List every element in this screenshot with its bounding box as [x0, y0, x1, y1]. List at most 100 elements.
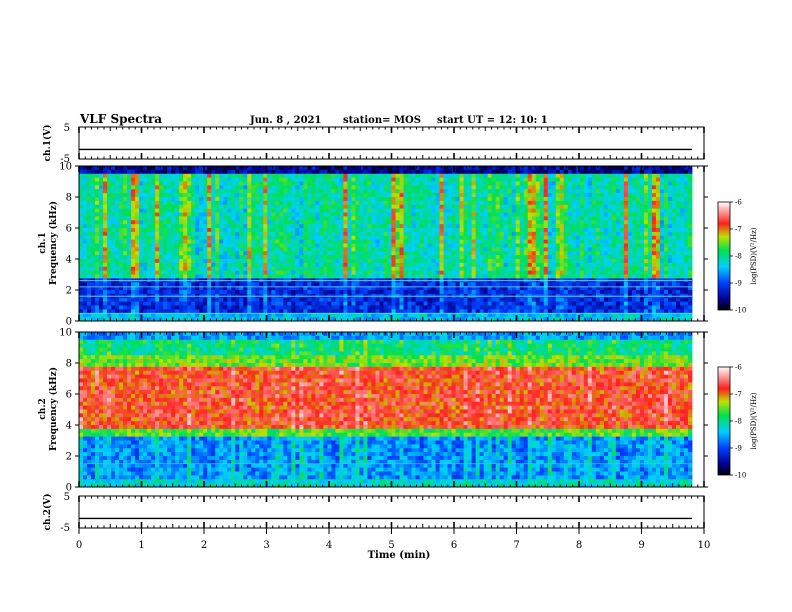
spectrogram-cell	[199, 239, 204, 244]
spectrogram-cell	[251, 231, 256, 237]
spectrogram-cell	[511, 189, 517, 194]
spectrogram-cell	[315, 239, 320, 244]
spectrogram-cell	[119, 166, 124, 171]
spectrogram-cell	[531, 197, 537, 202]
spectrogram-cell	[367, 220, 372, 225]
spectrogram-cell	[463, 243, 469, 248]
spectrogram-cell	[523, 266, 529, 272]
spectrogram-cell	[123, 282, 128, 287]
spectrogram-cell	[419, 286, 424, 291]
spectrogram-cell	[331, 290, 336, 295]
spectrogram-cell	[95, 212, 100, 217]
spectrogram-cell	[575, 197, 581, 202]
spectrogram-cell	[175, 208, 180, 213]
spectrogram-cell	[279, 166, 284, 171]
spectrogram-cell	[131, 309, 136, 314]
spectrogram-cell	[167, 239, 172, 244]
spectrogram-cell	[79, 274, 84, 279]
spectrogram-cell	[151, 305, 156, 310]
spectrogram-cell	[191, 239, 196, 244]
spectrogram-cell	[303, 197, 308, 202]
spectrogram-cell	[223, 247, 228, 252]
spectrogram-cell	[479, 181, 485, 186]
spectrogram-cell	[383, 239, 388, 244]
spectrogram-cell	[159, 286, 164, 291]
spectrogram-cell	[371, 255, 376, 260]
spectrogram-cell	[223, 305, 228, 310]
spectrogram-cell	[247, 185, 252, 190]
spectrogram-cell	[299, 173, 304, 179]
spectrogram-cell	[543, 166, 549, 171]
spectrogram-cell	[175, 255, 180, 260]
spectrogram-cell	[519, 282, 525, 287]
spectrogram-cell	[371, 262, 376, 268]
spectrogram-cell	[531, 286, 537, 291]
spectrogram-cell	[439, 239, 444, 244]
spectrogram-cell	[575, 235, 581, 241]
spectrogram-cell	[211, 220, 216, 225]
spectrogram-cell	[151, 228, 156, 233]
spectrogram-cell	[427, 173, 432, 179]
spectrogram-cell	[503, 224, 509, 229]
spectrogram-cell	[151, 274, 156, 279]
spectrogram-cell	[467, 169, 473, 175]
spectrogram-cell	[99, 251, 104, 256]
spectrogram-cell	[327, 228, 332, 233]
spectrogram-cell	[439, 266, 444, 272]
spectrogram-cell	[547, 270, 553, 275]
spectrogram-cell	[527, 309, 533, 314]
spectrogram-cell	[487, 317, 493, 322]
spectrogram-cell	[551, 297, 557, 303]
spectrogram-cell	[575, 185, 581, 190]
spectrogram-cell	[571, 255, 577, 260]
spectrogram-cell	[259, 173, 264, 179]
spectrogram-cell	[319, 193, 324, 198]
spectrogram-cell	[323, 247, 328, 252]
spectrogram-cell	[427, 247, 432, 252]
spectrogram-cell	[475, 212, 481, 217]
spectrogram-cell	[115, 189, 120, 194]
spectrogram-cell	[287, 262, 292, 268]
spectrogram-cell	[367, 313, 372, 318]
spectrogram-cell	[263, 259, 268, 264]
spectrogram-cell	[307, 216, 312, 221]
spectrogram-cell	[135, 290, 140, 295]
spectrogram-cell	[527, 212, 533, 217]
spectrogram-cell	[87, 274, 92, 279]
spectrogram-cell	[527, 185, 533, 190]
spectrogram-cell	[79, 243, 84, 248]
spectrogram-cell	[347, 216, 352, 221]
spectrogram-cell	[339, 197, 344, 202]
spectrogram-cell	[239, 290, 244, 295]
spectrogram-cell	[271, 235, 276, 241]
spectrogram-cell	[347, 204, 352, 210]
spectrogram-cell	[491, 173, 497, 179]
spectrogram-cell	[419, 212, 424, 217]
spectrogram-cell	[223, 286, 228, 291]
spectrogram-cell	[223, 251, 228, 256]
spectrogram-cell	[127, 286, 132, 291]
spectrogram-cell	[451, 220, 457, 225]
spectrogram-cell	[279, 270, 284, 275]
spectrogram-cell	[123, 255, 128, 260]
spectrogram-cell	[523, 231, 529, 237]
spectrogram-cell	[311, 200, 316, 206]
spectrogram-cell	[551, 231, 557, 237]
spectrogram-cell	[563, 224, 569, 229]
spectrogram-cell	[311, 262, 316, 268]
spectrogram-cell	[167, 169, 172, 175]
spectrogram-cell	[247, 282, 252, 287]
spectrogram-cell	[407, 228, 412, 233]
spectrogram-cell	[387, 177, 392, 182]
spectrogram-cell	[199, 270, 204, 275]
spectrogram-cell	[363, 286, 368, 291]
spectrogram-cell	[283, 181, 288, 186]
spectrogram-cell	[395, 220, 400, 225]
spectrogram-cell	[515, 270, 521, 275]
spectrogram-cell	[359, 173, 364, 179]
spectrogram-cell	[147, 200, 152, 206]
spectrogram-cell	[131, 297, 136, 303]
spectrogram-cell	[115, 235, 120, 241]
spectrogram-cell	[131, 231, 136, 237]
spectrogram-cell	[563, 204, 569, 210]
